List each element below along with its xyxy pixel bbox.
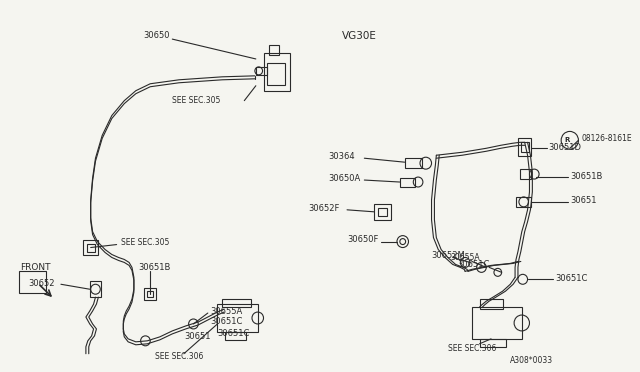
Text: 30650A: 30650A bbox=[328, 174, 360, 183]
Text: 30651D: 30651D bbox=[548, 143, 582, 152]
Bar bbox=[256, 67, 268, 75]
Text: 30650F: 30650F bbox=[347, 235, 378, 244]
Text: 30652F: 30652F bbox=[308, 204, 340, 213]
Bar bbox=[147, 291, 153, 297]
Bar bbox=[264, 53, 291, 91]
Text: 30651B: 30651B bbox=[139, 263, 171, 272]
Text: 30651C: 30651C bbox=[556, 274, 588, 283]
Bar bbox=[225, 332, 246, 340]
Bar bbox=[516, 197, 531, 207]
Text: SEE SEC.305: SEE SEC.305 bbox=[122, 238, 170, 247]
Text: 30650: 30650 bbox=[143, 31, 170, 40]
Bar bbox=[521, 142, 529, 152]
Bar bbox=[268, 63, 285, 85]
Bar bbox=[400, 178, 415, 187]
Text: FRONT: FRONT bbox=[20, 263, 51, 272]
Text: SEE SEC.306: SEE SEC.306 bbox=[155, 352, 204, 361]
Text: 30652: 30652 bbox=[28, 279, 55, 288]
Bar bbox=[479, 299, 502, 309]
Bar bbox=[19, 271, 45, 293]
Text: 30364: 30364 bbox=[328, 152, 355, 161]
Bar bbox=[404, 158, 422, 168]
Text: 30651C: 30651C bbox=[218, 329, 250, 339]
Bar bbox=[83, 240, 99, 256]
Text: 08126-8161E: 08126-8161E bbox=[581, 134, 632, 143]
Text: 30655A: 30655A bbox=[211, 307, 243, 315]
Bar bbox=[472, 307, 522, 339]
Text: R: R bbox=[564, 137, 570, 143]
Text: VG30E: VG30E bbox=[342, 31, 377, 41]
Bar bbox=[218, 304, 258, 332]
Bar bbox=[222, 299, 251, 307]
Bar bbox=[90, 281, 101, 297]
Bar bbox=[520, 169, 531, 179]
Bar bbox=[378, 208, 387, 216]
Text: 30651B: 30651B bbox=[570, 171, 602, 180]
Text: 30655A: 30655A bbox=[451, 253, 481, 262]
Bar bbox=[518, 138, 531, 156]
Bar bbox=[87, 244, 95, 251]
Text: 30651: 30651 bbox=[570, 196, 596, 205]
Bar bbox=[374, 204, 391, 220]
Text: SEE SEC.306: SEE SEC.306 bbox=[448, 344, 496, 353]
Bar bbox=[269, 45, 279, 55]
Text: 30652M: 30652M bbox=[431, 251, 465, 260]
Bar bbox=[479, 339, 506, 347]
Text: 30651: 30651 bbox=[184, 332, 211, 341]
Text: SEE SEC.305: SEE SEC.305 bbox=[172, 96, 221, 105]
Text: A308*0033: A308*0033 bbox=[510, 356, 554, 365]
Text: 30651C: 30651C bbox=[458, 260, 490, 269]
Text: 30651C: 30651C bbox=[211, 317, 243, 327]
Bar bbox=[145, 288, 156, 300]
